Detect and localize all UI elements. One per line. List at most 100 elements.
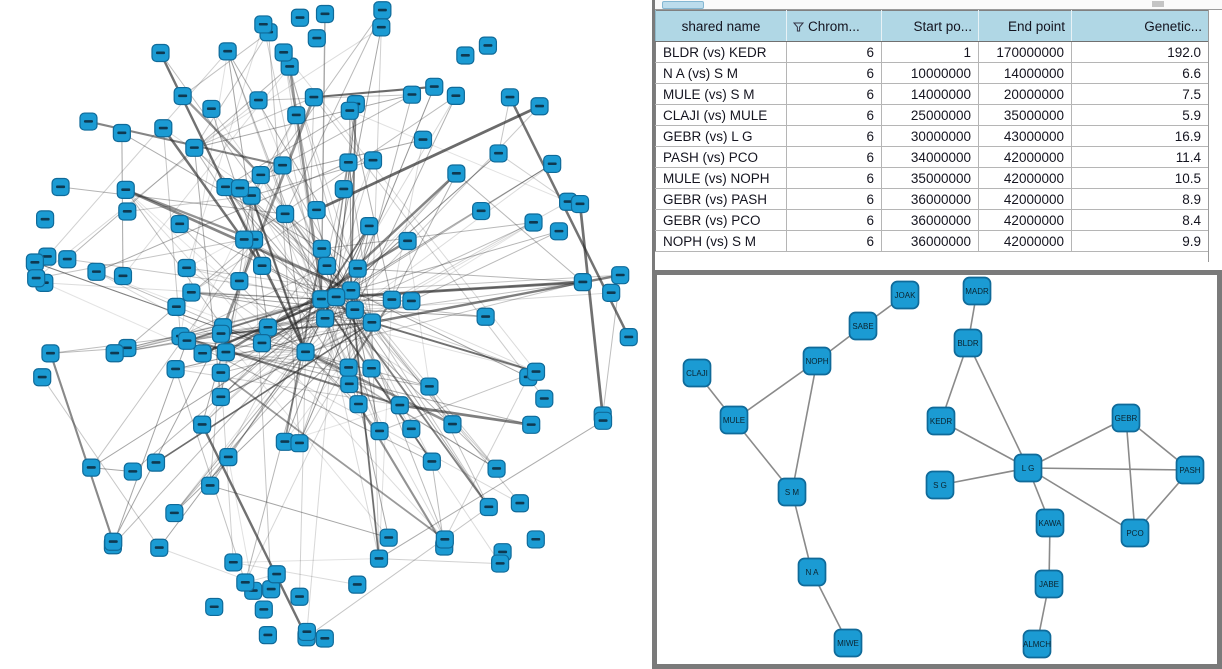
network-edge[interactable] (284, 213, 307, 353)
table-cell[interactable]: 8.4 (1071, 209, 1209, 231)
network-node[interactable] (165, 503, 184, 523)
result-network-node-SABE[interactable]: SABE (848, 311, 878, 341)
network-edge[interactable] (350, 86, 435, 291)
network-edge[interactable] (191, 292, 372, 324)
network-edge[interactable] (350, 86, 435, 291)
network-node[interactable] (38, 247, 57, 266)
network-edge[interactable] (227, 457, 254, 591)
network-node[interactable] (348, 259, 367, 278)
network-edge[interactable] (227, 51, 322, 300)
network-node[interactable] (167, 297, 186, 317)
network-node[interactable] (275, 432, 294, 451)
network-node[interactable] (402, 419, 421, 439)
column-header-4[interactable]: Genetic... (1071, 10, 1209, 42)
network-edge[interactable] (335, 297, 390, 538)
network-edge[interactable] (225, 186, 326, 319)
network-edge[interactable] (306, 506, 490, 638)
network-node[interactable] (170, 214, 189, 234)
network-edge[interactable] (305, 97, 315, 353)
table-cell[interactable]: 10.5 (1071, 167, 1209, 189)
network-node[interactable] (236, 573, 255, 592)
network-node[interactable] (51, 177, 70, 197)
network-node[interactable] (118, 202, 137, 221)
network-node[interactable] (304, 88, 323, 107)
network-edge[interactable] (194, 96, 315, 149)
network-edge[interactable] (90, 318, 326, 469)
result-network-node-S G[interactable]: S G (925, 470, 955, 500)
network-node[interactable] (252, 334, 272, 353)
result-network-node-MIWE[interactable]: MIWE (833, 628, 863, 658)
network-edge[interactable] (335, 296, 490, 508)
network-node[interactable] (602, 283, 621, 302)
network-edge[interactable] (349, 110, 393, 300)
result-network-edge-KEDR-L G[interactable] (940, 420, 1029, 469)
network-edge[interactable] (49, 353, 115, 543)
network-node[interactable] (373, 1, 392, 20)
column-header-1[interactable]: Chrom... (786, 10, 882, 42)
network-node[interactable] (526, 530, 545, 549)
network-edge[interactable] (225, 186, 328, 267)
network-node[interactable] (290, 587, 309, 606)
network-edge[interactable] (321, 298, 497, 470)
result-network-node-L G[interactable]: L G (1013, 453, 1043, 483)
table-cell[interactable]: GEBR (vs) L G (655, 125, 787, 147)
table-row[interactable]: GEBR (vs) PCO 6 36000000 42000000 8.4 (655, 209, 1209, 231)
network-node[interactable] (362, 359, 381, 378)
network-edge[interactable] (284, 10, 383, 215)
table-cell[interactable]: 9.9 (1071, 230, 1209, 252)
network-node[interactable] (370, 422, 389, 441)
table-cell[interactable]: 42000000 (978, 209, 1072, 231)
table-cell[interactable]: 6 (786, 209, 882, 231)
network-edge[interactable] (220, 298, 322, 398)
network-edge[interactable] (349, 110, 569, 203)
network-edge[interactable] (182, 31, 269, 97)
table-row[interactable]: N A (vs) S M 6 10000000 14000000 6.6 (655, 62, 1209, 84)
network-node[interactable] (487, 459, 506, 478)
network-node[interactable] (33, 368, 52, 387)
network-node[interactable] (287, 106, 306, 125)
column-header-3[interactable]: End point (978, 10, 1072, 42)
network-edge[interactable] (350, 290, 380, 559)
network-edge[interactable] (225, 225, 370, 353)
network-node[interactable] (535, 389, 554, 408)
network-node[interactable] (249, 91, 268, 110)
network-node[interactable] (339, 153, 358, 172)
network-edge[interactable] (227, 51, 326, 319)
network-node[interactable] (369, 549, 389, 568)
network-edge[interactable] (371, 321, 537, 373)
result-network-node-NOPH[interactable]: NOPH (802, 346, 832, 376)
table-cell[interactable]: 43000000 (978, 125, 1072, 147)
network-edge[interactable] (46, 51, 229, 257)
table-cell[interactable]: 36000000 (881, 230, 979, 252)
network-node[interactable] (254, 600, 273, 619)
network-edge[interactable] (354, 163, 553, 311)
table-cell[interactable]: 42000000 (978, 188, 1072, 210)
network-node[interactable] (166, 360, 185, 379)
network-edge[interactable] (378, 558, 501, 565)
network-edge[interactable] (282, 165, 337, 298)
table-cell[interactable]: GEBR (vs) PCO (655, 209, 787, 231)
table-cell[interactable]: 34000000 (881, 146, 979, 168)
network-edge[interactable] (350, 104, 357, 291)
network-node[interactable] (58, 250, 77, 269)
network-node[interactable] (402, 85, 422, 104)
network-node[interactable] (173, 86, 192, 106)
result-network-edge-BLDR-L G[interactable] (967, 342, 1029, 469)
network-edge[interactable] (125, 189, 224, 328)
network-node[interactable] (258, 626, 277, 645)
table-cell[interactable]: 7.5 (1071, 83, 1209, 105)
network-node[interactable] (36, 210, 55, 229)
column-header-0[interactable]: shared name (655, 10, 787, 42)
network-node[interactable] (345, 300, 364, 320)
network-edge[interactable] (282, 165, 352, 291)
network-edge[interactable] (350, 163, 553, 291)
network-edge[interactable] (225, 186, 322, 300)
table-cell[interactable]: 1 (881, 41, 979, 63)
network-edge[interactable] (283, 52, 326, 319)
network-node[interactable] (205, 597, 224, 617)
network-edge[interactable] (371, 322, 453, 425)
table-row[interactable]: MULE (vs) S M 6 14000000 20000000 7.5 (655, 83, 1209, 105)
network-edge[interactable] (67, 258, 337, 298)
network-node[interactable] (274, 43, 293, 62)
table-cell[interactable]: CLAJI (vs) MULE (655, 104, 787, 126)
